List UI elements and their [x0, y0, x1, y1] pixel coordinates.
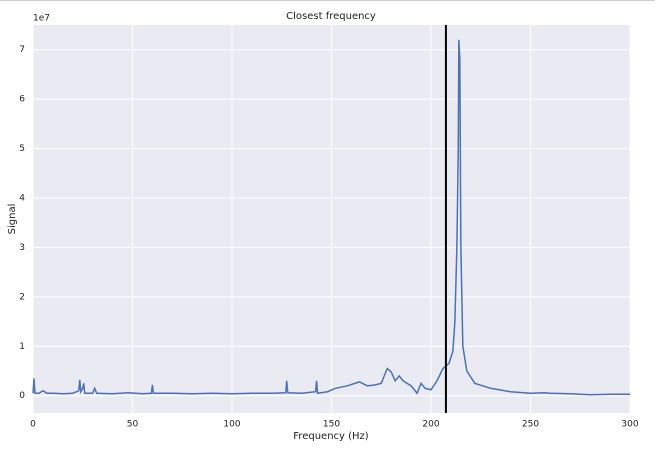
- y-tick-label: 7: [19, 45, 25, 55]
- x-tick-label: 250: [522, 420, 539, 430]
- x-tick-label: 100: [223, 420, 240, 430]
- y-tick-label: 0: [19, 391, 25, 401]
- chart-title: Closest frequency: [286, 11, 376, 22]
- y-tick-label: 5: [19, 144, 25, 154]
- y-tick-label: 2: [19, 292, 25, 302]
- x-tick-label: 0: [30, 420, 36, 430]
- y-tick-label: 4: [19, 193, 25, 203]
- x-tick-label: 150: [323, 420, 340, 430]
- y-tick-label: 3: [19, 243, 25, 253]
- y-axis-label: Signal: [7, 204, 18, 235]
- x-axis-label: Frequency (Hz): [293, 431, 369, 442]
- y-tick-label: 1: [19, 342, 25, 352]
- data-line: [32, 39, 630, 396]
- y-tick-label: 6: [19, 95, 25, 105]
- x-tick-label: 50: [127, 420, 139, 430]
- x-tick-label: 200: [422, 420, 439, 430]
- offset-label: 1e7: [33, 14, 50, 24]
- x-tick-label: 300: [621, 420, 638, 430]
